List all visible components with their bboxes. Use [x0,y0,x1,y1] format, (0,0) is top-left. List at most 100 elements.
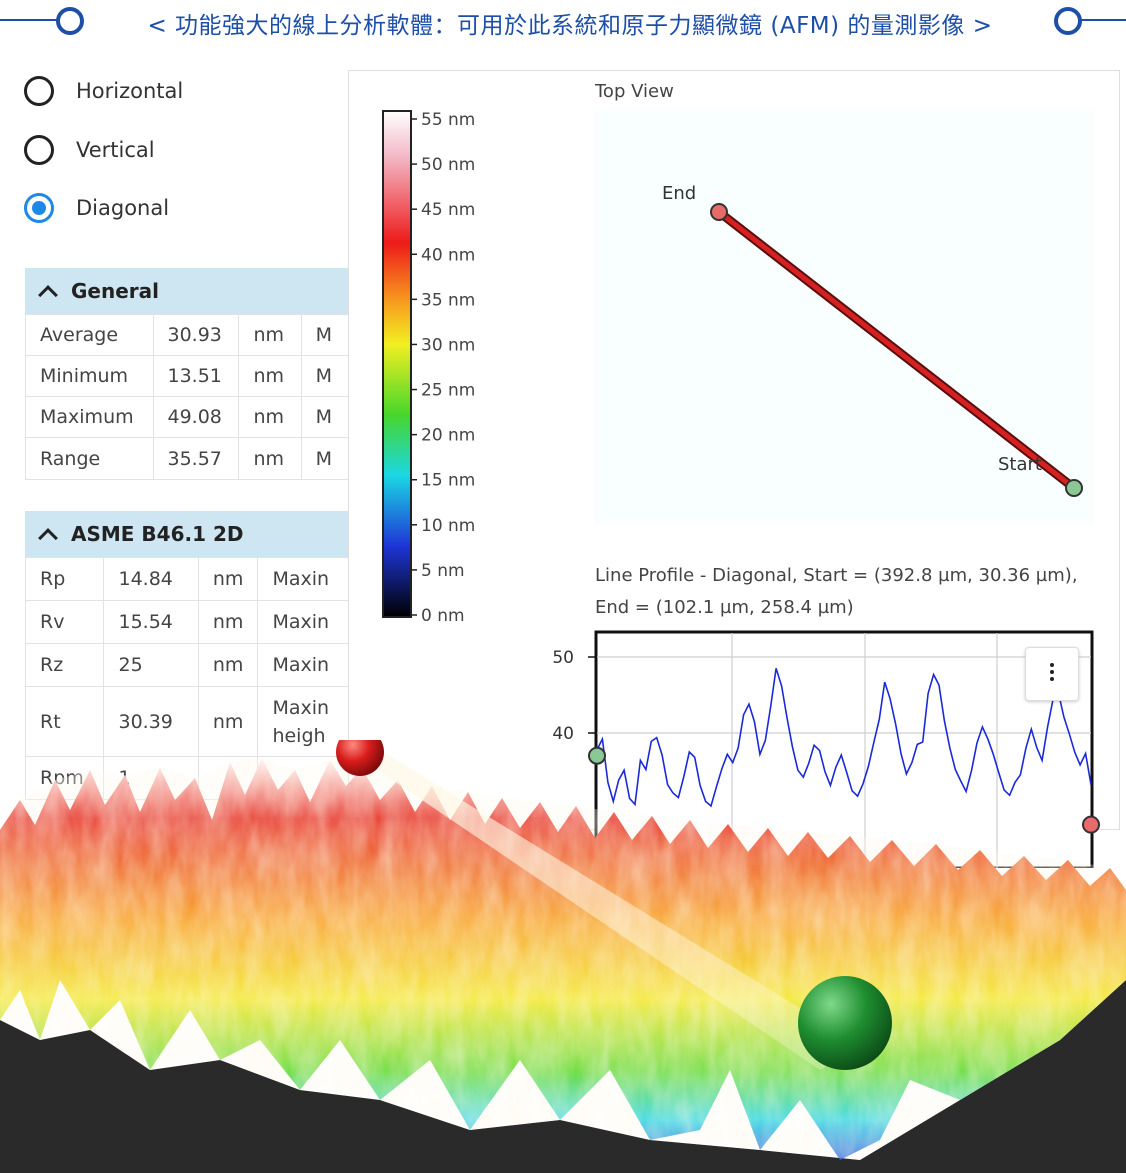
colorbar-ticks: 55 nm 50 nm 45 nm 40 nm 35 nm 30 nm 25 nm 20 nm… [411,110,475,626]
radio-option-horizontal[interactable]: Horizontal [24,73,183,109]
profile-start-marker[interactable] [588,746,606,765]
colorbar-tick-label: 30 nm [421,335,475,355]
profile-plane [360,750,860,1070]
table-row: Rp 14.84 nm Maxin [25,557,355,601]
colorbar-tick-label: 50 nm [421,155,475,175]
stat-name: Maximum [25,396,154,438]
colorbar-tick-label: 15 nm [421,471,475,491]
colorbar-tick-label: 25 nm [421,381,475,401]
top-view-label: Top View [595,81,674,102]
surface-base [0,980,1126,1173]
chevron-up-icon[interactable] [38,528,58,548]
y-tick-label: 50 [552,648,574,668]
banner-line-left [0,19,58,21]
top-view-heatmap[interactable]: End Start [594,109,1094,525]
asme-panel-title: ASME B46.1 2D [71,522,244,546]
banner-line-right [1080,19,1126,21]
stat-extra: M [300,355,355,397]
more-vertical-icon [1050,663,1054,684]
table-row: Rz 25 nm Maxin [25,643,355,687]
table-row: Range 35.57 nm M [25,437,355,480]
colorbar-tick-label: 0 nm [421,606,465,626]
table-row: Average 30.93 nm M [25,314,355,356]
stat-value: 15.54 [103,600,199,644]
y-axis-ticks: 50 40 [552,648,596,744]
stat-unit: nm [197,643,259,687]
y-tick-label: 40 [552,724,574,744]
colorbar-tick-label: 35 nm [421,290,475,310]
afm-3d-surface [0,740,1126,1173]
radio-option-diagonal[interactable]: Diagonal [24,190,169,226]
radio-label: Diagonal [76,196,170,220]
stat-value: 25 [103,643,199,687]
colorbar-gradient [382,110,412,618]
top-view-texture [594,109,1094,525]
profile-title-line2: End = (102.1 µm, 258.4 µm) [595,597,854,618]
table-row: Maximum 49.08 nm M [25,396,355,438]
colorbar-tick-label: 55 nm [421,110,475,130]
stat-unit: nm [197,557,259,601]
stat-extra-line: heigh [272,724,326,747]
start-handle[interactable] [1065,479,1083,497]
start-label: Start [998,454,1042,475]
stat-name: Rt [25,686,105,757]
start-marker-3d [798,976,892,1070]
stat-extra: Maxin [257,643,355,687]
end-label: End [662,183,696,204]
stat-value: 13.51 [152,355,240,397]
radio-button-selected-icon[interactable] [24,193,54,223]
stat-name: Rp [25,557,105,601]
end-marker-3d [336,740,384,776]
stat-extra: M [300,437,355,480]
banner-circle-right-icon [1054,7,1082,35]
stat-name: Rz [25,643,105,687]
colorbar-tick-label: 20 nm [421,426,475,446]
stat-value: 30.39 [103,686,199,757]
stat-value: 35.57 [152,437,240,480]
stat-unit: nm [238,355,302,397]
radio-option-vertical[interactable]: Vertical [24,132,155,168]
asme-panel-header[interactable]: ASME B46.1 2D [25,511,355,557]
table-row: Rv 15.54 nm Maxin [25,600,355,644]
stat-value: 14.84 [103,557,199,601]
general-panel-title: General [71,279,159,303]
profile-title-line1: Line Profile - Diagonal, Start = (392.8 … [595,565,1078,586]
stat-value: 49.08 [152,396,240,438]
general-panel-header[interactable]: General [25,268,355,314]
measure-line-core [716,209,1077,491]
colorbar-tick-label: 5 nm [421,561,465,581]
stat-unit: nm [238,396,302,438]
stat-extra: M [300,396,355,438]
end-handle[interactable] [710,203,728,221]
general-table: Average 30.93 nm M Minimum 13.51 nm M Maximum 4… [25,314,355,480]
stat-unit: nm [197,600,259,644]
chevron-up-icon[interactable] [38,285,58,305]
colorbar-tick-label: 40 nm [421,245,475,265]
stat-unit: nm [238,314,302,356]
radio-button-icon[interactable] [24,135,54,165]
stat-value: 30.93 [152,314,240,356]
stat-unit: nm [238,437,302,480]
table-row: Minimum 13.51 nm M [25,355,355,397]
colorbar: 55 nm 50 nm 45 nm 40 nm 35 nm 30 nm 25 nm 20 nm… [382,110,475,626]
table-row: Rt 30.39 nm Maxin heigh [25,686,355,757]
stat-extra-line: Maxin [272,696,330,719]
general-panel: General Average 30.93 nm M Minimum 13.51 nm M … [25,268,355,480]
stat-name: Minimum [25,355,154,397]
radio-label: Vertical [76,138,155,162]
banner-circle-left-icon [56,7,84,35]
radio-label: Horizontal [76,79,184,103]
chart-menu-button[interactable] [1025,647,1079,701]
colorbar-tick-label: 10 nm [421,516,475,536]
stat-unit: nm [197,686,259,757]
banner: < 功能強大的線上分析軟體：可用於此系統和原子力顯微鏡 (AFM) 的量測影像 … [0,0,1126,46]
stat-extra: M [300,314,355,356]
stat-extra: Maxin [257,600,355,644]
stat-extra: Maxin [257,557,355,601]
radio-button-icon[interactable] [24,76,54,106]
profile-series-line [596,668,1092,808]
profile-end-marker[interactable] [1082,815,1100,834]
banner-title: < 功能強大的線上分析軟體：可用於此系統和原子力顯微鏡 (AFM) 的量測影像 … [147,13,993,39]
viewer-panel: 55 nm 50 nm 45 nm 40 nm 35 nm 30 nm 25 nm 20 nm… [348,70,1120,830]
stat-name: Range [25,437,154,480]
